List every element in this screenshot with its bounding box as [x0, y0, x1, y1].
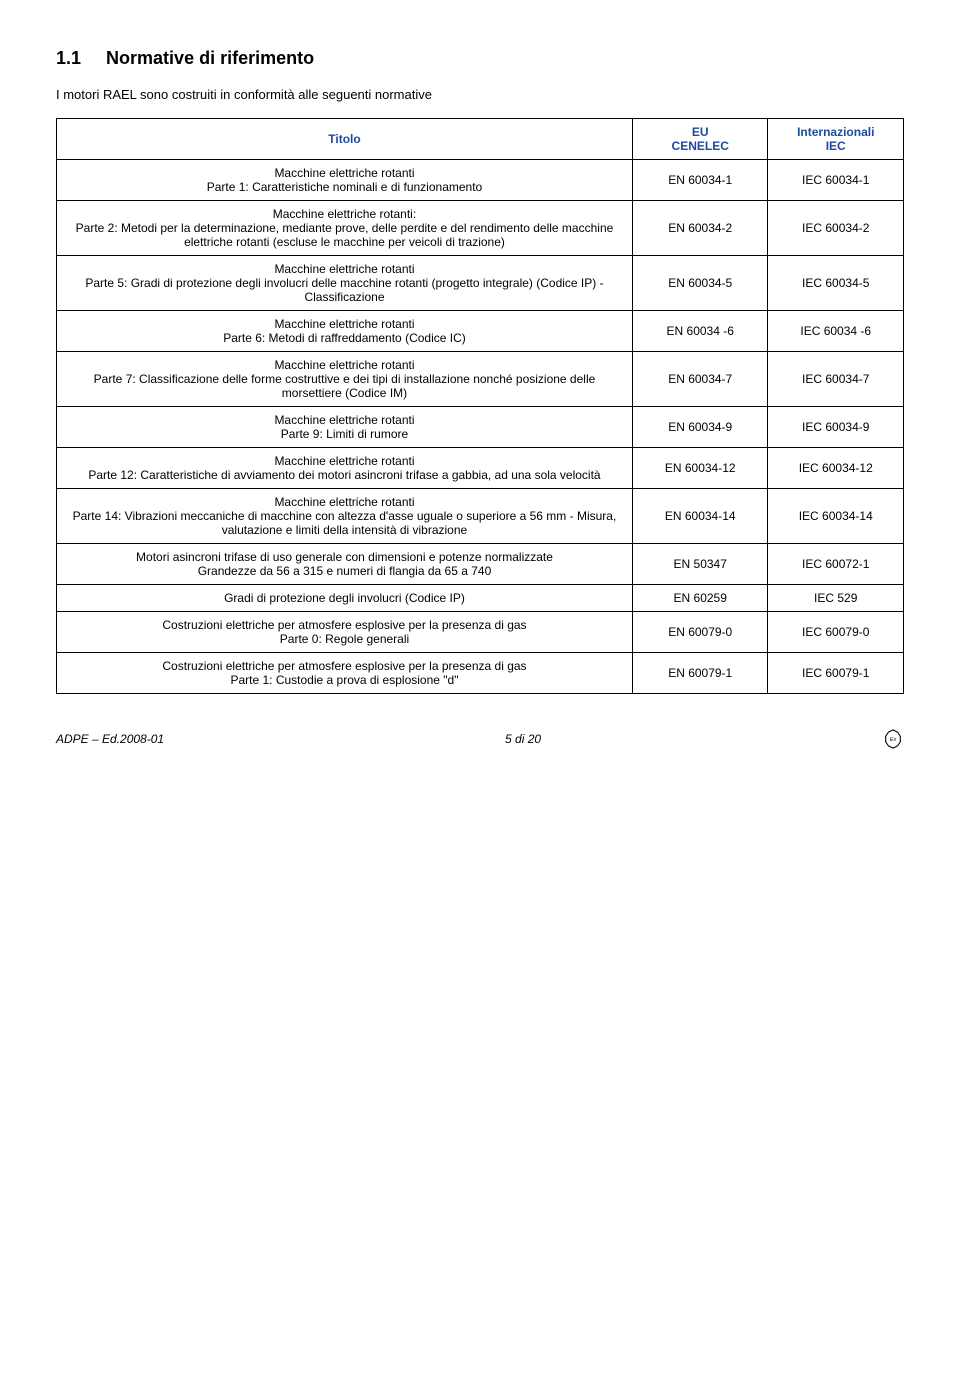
title-cell: Costruzioni elettriche per atmosfere esp… [57, 653, 633, 694]
title-cell: Costruzioni elettriche per atmosfere esp… [57, 612, 633, 653]
page-footer: ADPE – Ed.2008-01 5 di 20 Ex [56, 728, 904, 750]
eu-cell: EN 50347 [632, 544, 768, 585]
col-header-iec: InternazionaliIEC [768, 119, 904, 160]
title-cell: Macchine elettriche rotantiParte 9: Limi… [57, 407, 633, 448]
iec-cell: IEC 60034-1 [768, 160, 904, 201]
table-row: Gradi di protezione degli involucri (Cod… [57, 585, 904, 612]
eu-cell: EN 60259 [632, 585, 768, 612]
eu-cell: EN 60034 -6 [632, 311, 768, 352]
iec-cell: IEC 60034-14 [768, 489, 904, 544]
iec-cell: IEC 60072-1 [768, 544, 904, 585]
footer-center: 5 di 20 [505, 732, 541, 746]
col-header-eu: EUCENELEC [632, 119, 768, 160]
col-header-title: Titolo [57, 119, 633, 160]
title-cell: Macchine elettriche rotantiParte 1: Cara… [57, 160, 633, 201]
table-row: Macchine elettriche rotantiParte 1: Cara… [57, 160, 904, 201]
title-cell: Macchine elettriche rotantiParte 6: Meto… [57, 311, 633, 352]
eu-cell: EN 60079-1 [632, 653, 768, 694]
iec-cell: IEC 60034-9 [768, 407, 904, 448]
ex-icon: Ex [882, 728, 904, 750]
title-cell: Macchine elettriche rotantiParte 5: Grad… [57, 256, 633, 311]
iec-cell: IEC 60034-2 [768, 201, 904, 256]
title-cell: Motori asincroni trifase di uso generale… [57, 544, 633, 585]
table-row: Macchine elettriche rotantiParte 9: Limi… [57, 407, 904, 448]
eu-cell: EN 60034-2 [632, 201, 768, 256]
iec-cell: IEC 60034-12 [768, 448, 904, 489]
table-row: Costruzioni elettriche per atmosfere esp… [57, 612, 904, 653]
table-row: Macchine elettriche rotantiParte 7: Clas… [57, 352, 904, 407]
table-row: Macchine elettriche rotanti:Parte 2: Met… [57, 201, 904, 256]
footer-left: ADPE – Ed.2008-01 [56, 732, 164, 746]
iec-cell: IEC 60079-1 [768, 653, 904, 694]
eu-cell: EN 60034-7 [632, 352, 768, 407]
eu-cell: EN 60034-1 [632, 160, 768, 201]
eu-cell: EN 60079-0 [632, 612, 768, 653]
title-cell: Macchine elettriche rotantiParte 12: Car… [57, 448, 633, 489]
table-row: Macchine elettriche rotantiParte 12: Car… [57, 448, 904, 489]
iec-cell: IEC 60034 -6 [768, 311, 904, 352]
section-number: 1.1 [56, 48, 81, 68]
svg-text:Ex: Ex [890, 737, 897, 743]
iec-cell: IEC 529 [768, 585, 904, 612]
intro-text: I motori RAEL sono costruiti in conformi… [56, 87, 904, 102]
iec-cell: IEC 60079-0 [768, 612, 904, 653]
eu-cell: EN 60034-5 [632, 256, 768, 311]
section-heading: 1.1 Normative di riferimento [56, 48, 904, 69]
eu-cell: EN 60034-12 [632, 448, 768, 489]
title-cell: Macchine elettriche rotantiParte 14: Vib… [57, 489, 633, 544]
table-row: Costruzioni elettriche per atmosfere esp… [57, 653, 904, 694]
table-header-row: Titolo EUCENELEC InternazionaliIEC [57, 119, 904, 160]
iec-cell: IEC 60034-7 [768, 352, 904, 407]
title-cell: Macchine elettriche rotantiParte 7: Clas… [57, 352, 633, 407]
title-cell: Gradi di protezione degli involucri (Cod… [57, 585, 633, 612]
table-row: Macchine elettriche rotantiParte 6: Meto… [57, 311, 904, 352]
eu-cell: EN 60034-14 [632, 489, 768, 544]
iec-cell: IEC 60034-5 [768, 256, 904, 311]
title-cell: Macchine elettriche rotanti:Parte 2: Met… [57, 201, 633, 256]
section-title: Normative di riferimento [106, 48, 314, 68]
table-row: Macchine elettriche rotantiParte 5: Grad… [57, 256, 904, 311]
eu-cell: EN 60034-9 [632, 407, 768, 448]
normatives-table: Titolo EUCENELEC InternazionaliIEC Macch… [56, 118, 904, 694]
table-row: Macchine elettriche rotantiParte 14: Vib… [57, 489, 904, 544]
table-row: Motori asincroni trifase di uso generale… [57, 544, 904, 585]
table-body: Macchine elettriche rotantiParte 1: Cara… [57, 160, 904, 694]
